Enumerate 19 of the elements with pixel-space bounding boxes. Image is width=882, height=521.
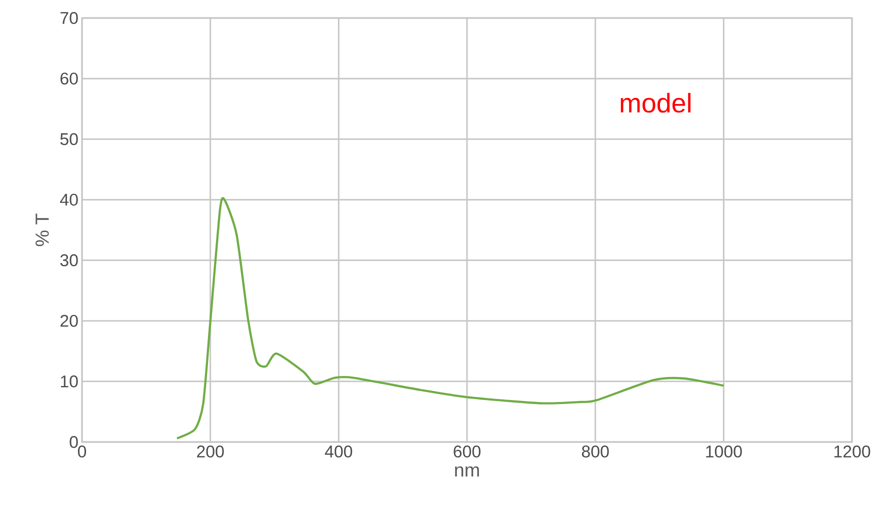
x-tick-label: 400 xyxy=(324,446,352,458)
x-tick-label: 800 xyxy=(582,446,609,458)
y-tick-label: 10 xyxy=(60,375,78,388)
y-axis-title: % T xyxy=(36,214,49,246)
y-tick-label: 0 xyxy=(70,436,78,448)
y-tick-label: 20 xyxy=(60,314,78,327)
line-series xyxy=(176,198,725,440)
x-axis-title: nm xyxy=(455,466,479,477)
annotation: model xyxy=(620,92,690,113)
y-tick-label: 50 xyxy=(60,133,78,146)
y-tick-label: 40 xyxy=(60,194,78,206)
y-tick-label: 60 xyxy=(60,72,78,85)
y-tick-label: 30 xyxy=(60,254,78,266)
y-tick-label: 70 xyxy=(60,12,78,24)
x-tick-label: 1200 xyxy=(834,446,870,458)
x-tick-label: 1000 xyxy=(706,446,742,458)
x-tick-label: 200 xyxy=(197,446,224,458)
x-tick-label: 0 xyxy=(78,446,86,458)
x-tick-label: 600 xyxy=(454,446,480,458)
